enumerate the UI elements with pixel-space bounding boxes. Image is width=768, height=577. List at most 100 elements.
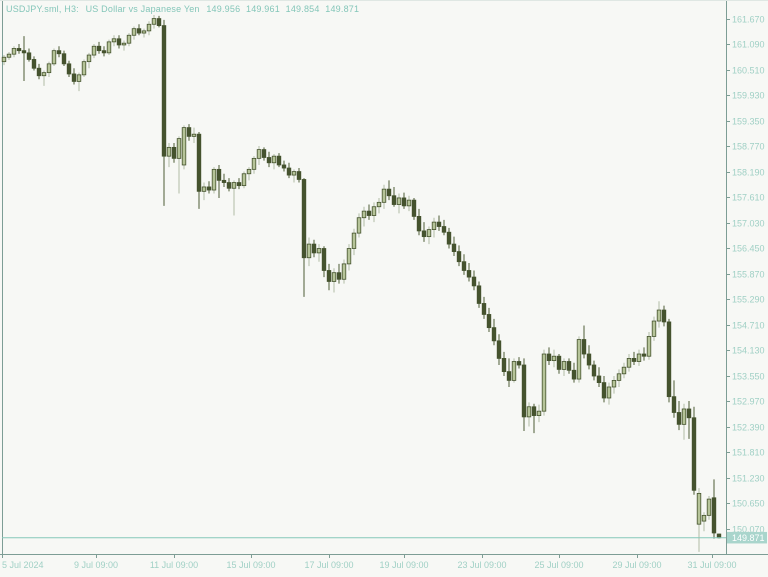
candle-body [626, 358, 632, 368]
candle-body [61, 53, 67, 65]
candle-body [266, 157, 272, 164]
price-axis-label: 150.070 [732, 525, 765, 535]
candle-body [151, 18, 157, 25]
candle-body [291, 171, 297, 176]
candle-body [361, 210, 367, 219]
price-axis-label: 158.190 [732, 168, 765, 178]
price-axis-label: 154.710 [732, 321, 765, 331]
candle-body [571, 369, 577, 380]
candle-body [136, 28, 142, 34]
price-axis-label: 151.810 [732, 448, 765, 458]
candle-body [306, 243, 312, 259]
candle-body [186, 127, 192, 137]
quote-high: 149.961 [245, 4, 280, 14]
candle-body [176, 138, 182, 159]
quote-open: 149.956 [206, 4, 241, 14]
candle-body [301, 179, 307, 259]
candle-body [351, 232, 357, 249]
candle-body [356, 217, 362, 234]
candle-body [121, 42, 127, 46]
candle-body [261, 149, 267, 158]
candle-body [616, 373, 622, 381]
candle-body [711, 497, 717, 534]
candle-body [701, 514, 707, 522]
price-axis-label: 157.030 [732, 219, 765, 229]
candle-body [551, 355, 557, 362]
price-axis-label: 155.870 [732, 270, 765, 280]
price-axis-label: 161.670 [732, 15, 765, 25]
price-axis-label: 152.390 [732, 423, 765, 433]
candle-body [126, 34, 132, 44]
candle-body [341, 263, 347, 280]
candle-body [561, 361, 567, 370]
candle-body [51, 50, 57, 65]
candle-body [401, 197, 407, 207]
candle-body [46, 63, 52, 74]
candle-body [421, 230, 427, 238]
time-axis-label: 29 Jul 09:00 [612, 560, 661, 570]
candle-body [566, 361, 572, 371]
candle-body [556, 355, 562, 370]
price-axis-label: 159.350 [732, 117, 765, 127]
price-axis-label: 158.770 [732, 142, 765, 152]
candle-body [146, 23, 152, 32]
candle-body [111, 38, 117, 43]
candle-body [66, 63, 72, 75]
candle-body [451, 243, 457, 252]
candle-body [631, 358, 637, 362]
candle-body [441, 226, 447, 233]
candle-body [611, 379, 617, 388]
candle-body [576, 339, 582, 380]
candle-body [11, 48, 17, 55]
candle-body [531, 406, 537, 416]
candle-body [86, 54, 92, 63]
candle-body [506, 371, 512, 381]
candle-body [191, 133, 197, 137]
candle-body [196, 133, 202, 192]
current-price-badge-label: 149.871 [732, 533, 765, 543]
candle-body [501, 358, 507, 373]
candle-body [326, 270, 332, 282]
candle-body [671, 396, 677, 413]
candle-body [201, 186, 207, 192]
price-axis-label: 150.650 [732, 499, 765, 509]
current-price-badge[interactable] [727, 531, 767, 544]
time-axis-label: 31 Jul 09:00 [687, 560, 736, 570]
time-axis-label: 5 Jul 2024 [2, 560, 44, 570]
candle-body [346, 248, 352, 265]
candle-body [21, 50, 27, 54]
candle-body [456, 251, 462, 263]
candle-body [536, 410, 542, 416]
candle-body [621, 366, 627, 375]
time-axis-label: 9 Jul 09:00 [74, 560, 118, 570]
candle-body [166, 146, 172, 157]
candle-body [251, 157, 257, 170]
candle-body [181, 127, 187, 166]
candle-body [686, 408, 692, 419]
price-axis-label: 160.510 [732, 66, 765, 76]
candle-body [276, 155, 282, 166]
candle-body [336, 272, 342, 280]
candle-body [526, 406, 532, 418]
candle-body [581, 339, 587, 355]
candle-body [216, 168, 222, 181]
chart-symbol-period: USDJPY.sml, H3: [6, 4, 79, 14]
time-axis-label: 23 Jul 09:00 [457, 560, 506, 570]
price-axis-label: 161.090 [732, 40, 765, 50]
candle-body [446, 231, 452, 245]
candle-body [236, 182, 242, 187]
candle-body [466, 270, 472, 278]
candle-body [76, 74, 82, 82]
candle-body [321, 248, 327, 271]
candle-body [246, 168, 252, 175]
candle-body [601, 382, 607, 399]
candle-body [491, 327, 497, 342]
time-axis-label: 25 Jul 09:00 [534, 560, 583, 570]
candle-body [131, 28, 137, 36]
candle-body [666, 321, 672, 398]
candle-body [316, 248, 322, 254]
price-axis-label: 153.550 [732, 372, 765, 382]
candle-body [426, 229, 432, 238]
candle-body [91, 45, 97, 56]
